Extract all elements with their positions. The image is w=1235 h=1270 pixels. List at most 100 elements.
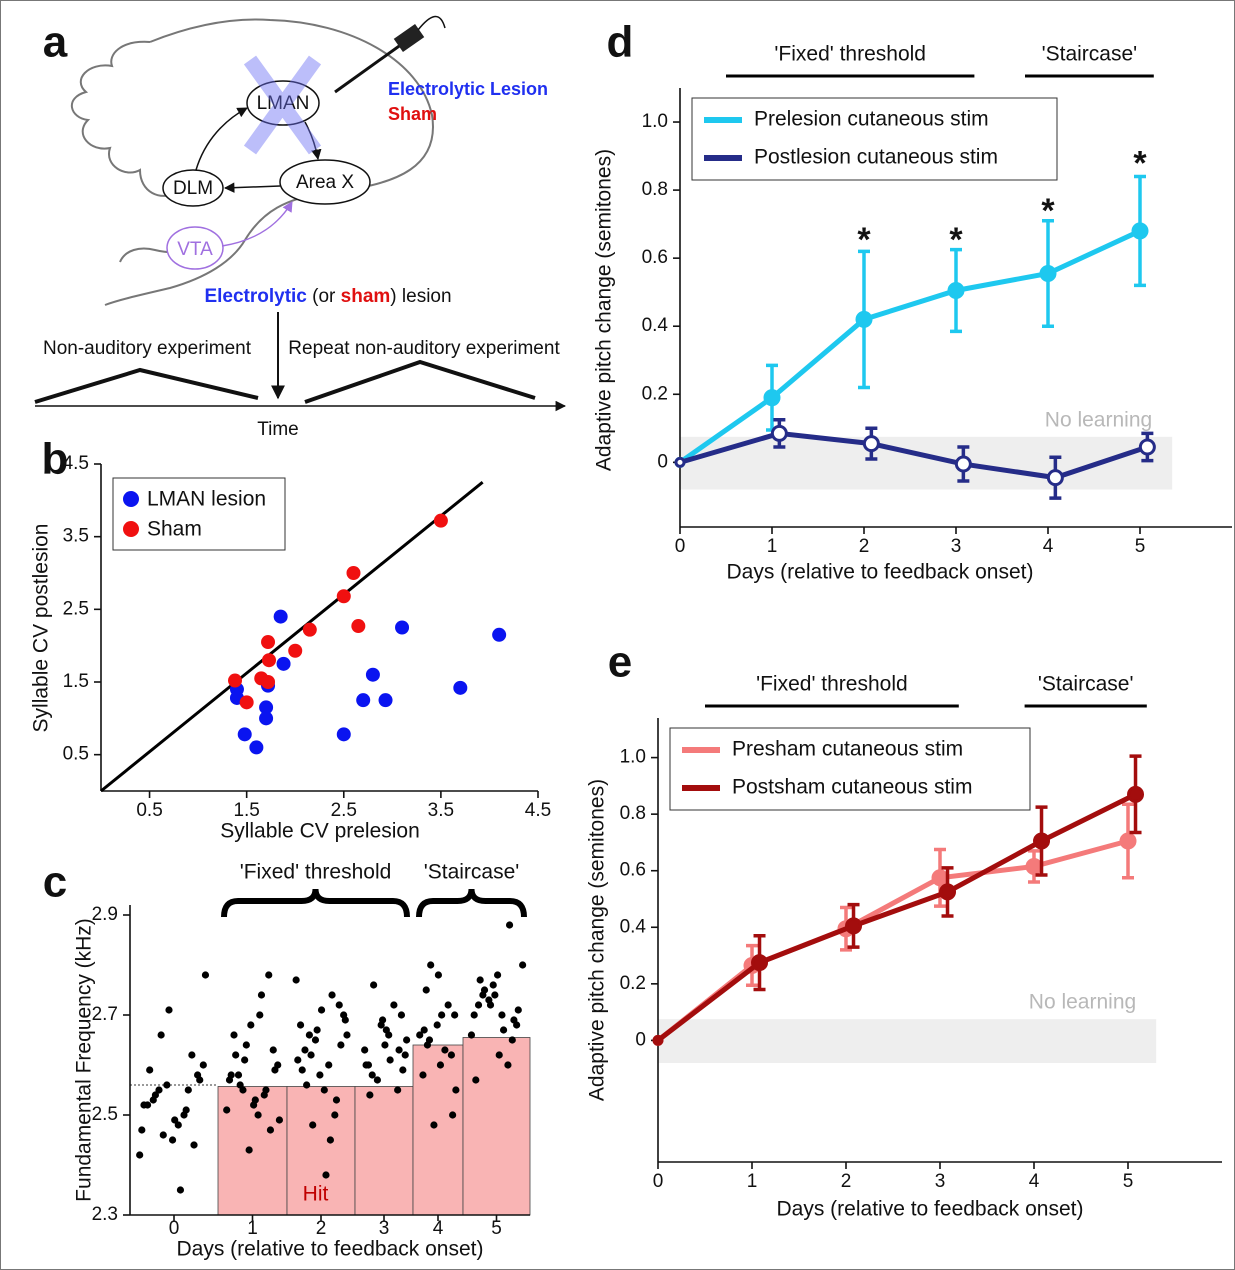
point — [155, 1086, 163, 1094]
panel-label: a — [43, 18, 68, 67]
point — [302, 622, 317, 637]
point — [136, 1151, 144, 1159]
panel-label: c — [43, 858, 67, 907]
point — [444, 1001, 452, 1009]
x-tick-label: 0.5 — [136, 800, 162, 821]
point — [397, 1011, 406, 1019]
point — [227, 1071, 235, 1079]
no-learning-label: No learning — [1045, 408, 1152, 431]
arrow — [223, 182, 281, 193]
point — [307, 1051, 315, 1059]
point — [325, 1061, 333, 1069]
point — [436, 1061, 445, 1069]
legend-text: Electrolytic Lesion — [388, 79, 548, 99]
node-label: VTA — [177, 239, 213, 260]
event-part: sham — [341, 286, 391, 307]
x-tick-label: 3 — [951, 536, 962, 557]
point — [346, 566, 361, 580]
annotation: * — [857, 221, 871, 259]
point — [201, 971, 210, 979]
point — [257, 991, 266, 999]
arrow — [195, 107, 248, 171]
x-tick-label: 0 — [653, 1171, 664, 1192]
period-label: 'Staircase' — [1038, 673, 1134, 696]
point — [296, 1021, 305, 1029]
point — [273, 609, 288, 624]
legend-label: Presham cutaneous stim — [732, 738, 963, 761]
point — [188, 1051, 196, 1059]
point — [499, 1026, 508, 1034]
y-tick-label: 2.9 — [92, 904, 118, 925]
brace — [221, 888, 410, 918]
point — [441, 1046, 449, 1054]
period-label: 'Fixed' threshold — [240, 861, 392, 884]
point — [351, 619, 366, 634]
point — [452, 1086, 460, 1094]
point — [236, 1081, 244, 1089]
point — [505, 921, 514, 929]
point — [305, 1031, 313, 1039]
point — [492, 627, 507, 642]
point — [434, 971, 443, 979]
point — [335, 1001, 343, 1009]
legend-text: Sham — [388, 104, 437, 124]
annotation: * — [949, 221, 963, 259]
legend-label: Prelesion cutaneous stim — [754, 108, 989, 131]
y-tick-label: 0.8 — [620, 803, 646, 824]
point — [303, 1081, 311, 1089]
node — [279, 159, 371, 205]
legend-label: Postsham cutaneous stim — [732, 776, 972, 799]
point — [159, 1131, 167, 1139]
point — [328, 991, 336, 999]
y-axis-label: Fundamental Frequency (kHz) — [73, 918, 96, 1202]
timeline-label: Non-auditory experiment — [43, 338, 252, 359]
node — [162, 169, 224, 207]
point — [361, 1046, 369, 1054]
point — [336, 589, 351, 604]
point — [493, 971, 502, 979]
y-axis-label: Syllable CV postlesion — [30, 524, 53, 733]
point — [467, 1031, 476, 1039]
point — [182, 1106, 190, 1114]
y-tick-label: 0 — [635, 1029, 646, 1050]
point — [438, 1011, 446, 1019]
point — [249, 740, 264, 755]
point — [259, 711, 274, 726]
point — [449, 1111, 457, 1119]
point — [480, 986, 489, 994]
marker — [931, 869, 949, 887]
y-tick-label: 2.5 — [92, 1104, 118, 1125]
marker — [1033, 832, 1051, 850]
point — [486, 1001, 495, 1009]
x-tick-label: 5 — [1123, 1171, 1134, 1192]
point — [174, 1121, 182, 1129]
node — [246, 80, 320, 126]
point — [378, 693, 393, 708]
point — [298, 1066, 306, 1074]
point — [262, 653, 277, 668]
y-tick-label: 2.7 — [92, 1004, 118, 1025]
marker — [674, 456, 686, 468]
point — [489, 981, 497, 989]
experiment-shape — [34, 367, 259, 404]
y-tick-label: 0.6 — [642, 247, 668, 268]
event-part: (or — [307, 286, 341, 307]
marker — [862, 435, 880, 453]
point — [265, 971, 273, 979]
point — [184, 1086, 192, 1094]
experiment-shape — [304, 359, 536, 404]
point — [234, 1071, 243, 1079]
x-tick-label: 5 — [491, 1218, 502, 1239]
legend-box — [112, 477, 286, 551]
y-tick-label: 0.6 — [620, 860, 646, 881]
point — [495, 1051, 503, 1059]
legend-label: Postlesion cutaneous stim — [754, 146, 998, 169]
point — [395, 1046, 403, 1054]
point — [259, 700, 274, 715]
point — [508, 1036, 516, 1044]
point — [366, 1091, 374, 1099]
point — [309, 1121, 317, 1129]
bar — [286, 1086, 356, 1216]
